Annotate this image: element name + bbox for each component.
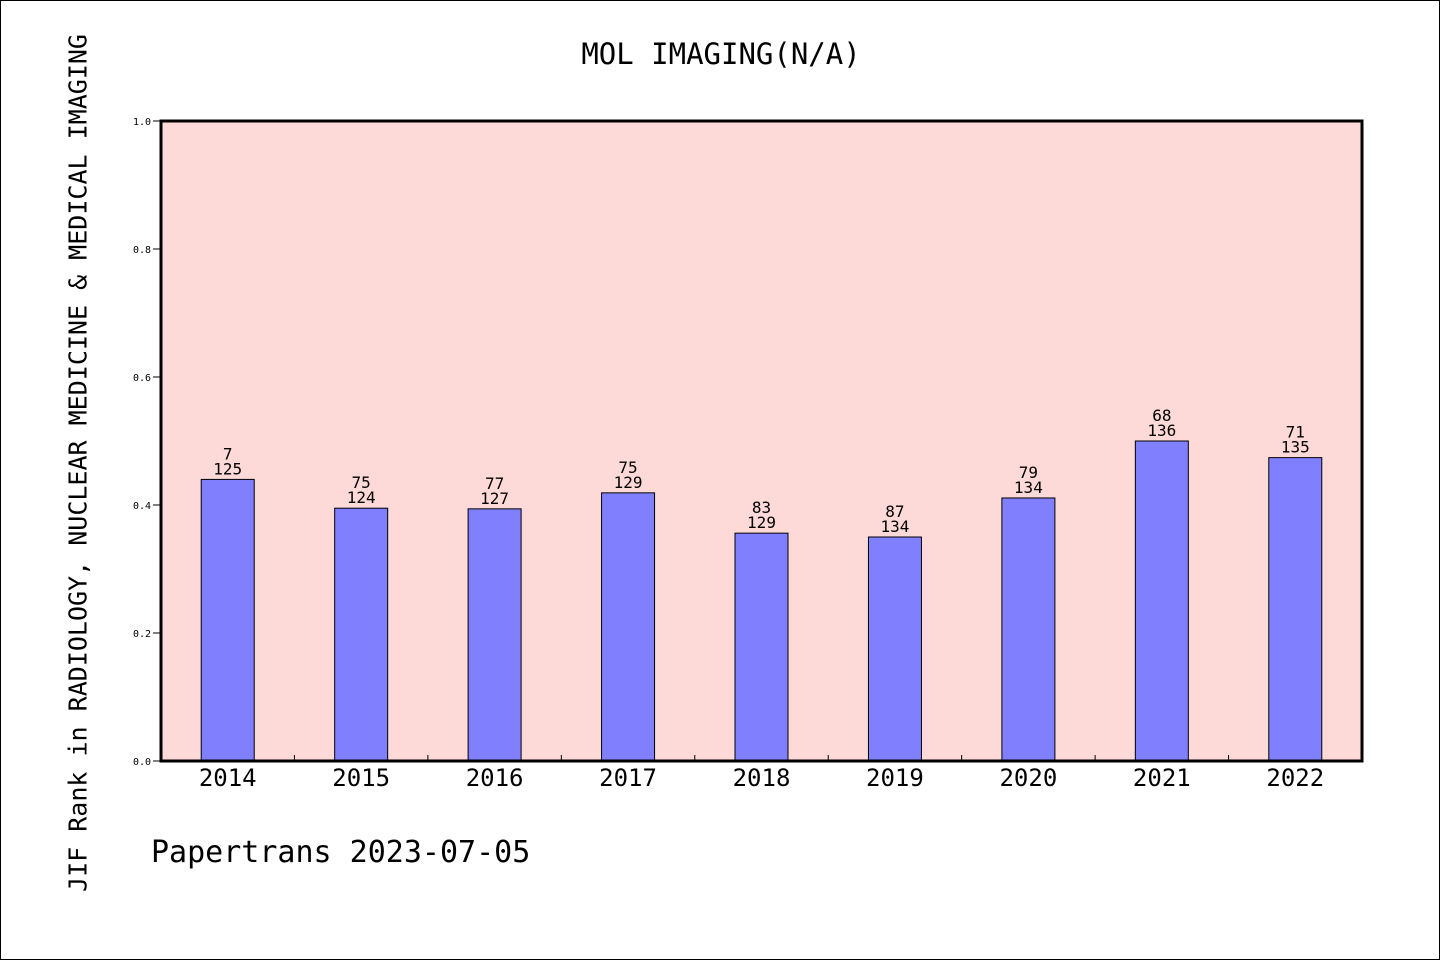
x-tick-label: 2017 [599,764,657,792]
x-tick-label: 2016 [466,764,524,792]
bar-total-label: 125 [213,459,242,478]
y-tick-label: 0.2 [133,629,151,640]
bar-total-label: 134 [880,517,909,536]
y-tick-label: 0.8 [133,245,151,256]
bar-rank-label: 83 [752,498,771,517]
x-tick-label: 2019 [866,764,924,792]
bar-rank-label: 7 [223,444,233,463]
y-tick-label: 0.4 [133,501,151,512]
bar-2015 [334,507,389,762]
y-tick-label: 0.6 [133,373,151,384]
bar-total-label: 124 [347,488,376,507]
y-tick-label: 0.0 [133,757,151,768]
x-tick-label: 2018 [733,764,791,792]
bar-total-label: 127 [480,489,509,508]
bar-total-label: 136 [1147,421,1176,440]
bar-rank-label: 79 [1019,463,1038,482]
x-tick-label: 2020 [999,764,1057,792]
bar-rank-label: 68 [1152,406,1171,425]
bar-rank-label: 77 [485,474,504,493]
x-tick-label: 2022 [1266,764,1324,792]
bar-rank-label: 71 [1286,423,1305,442]
bar-rank-label: 75 [352,473,371,492]
chart-title: MOL IMAGING(N/A) [581,37,861,71]
y-tick-label: 1.0 [133,117,151,128]
bar-rank-label: 87 [885,502,904,521]
bar-2016 [467,508,522,762]
x-tick-label: 2015 [332,764,390,792]
bar-rank-label: 75 [618,458,637,477]
bar-2019 [867,536,922,762]
bar-total-label: 129 [614,473,643,492]
bar-2022 [1268,457,1323,762]
footer-credit: Papertrans 2023-07-05 [151,835,531,870]
bar-total-label: 135 [1281,438,1310,457]
bar-total-label: 129 [747,513,776,532]
bar-total-label: 134 [1014,478,1043,497]
bar-2017 [601,492,656,762]
x-tick-label: 2014 [199,764,257,792]
bar-2021 [1134,440,1189,762]
bar-2020 [1001,497,1056,762]
bar-2018 [734,532,789,762]
plot-frame [159,119,1364,763]
x-tick-label: 2021 [1133,764,1191,792]
bar-2014 [200,478,255,762]
